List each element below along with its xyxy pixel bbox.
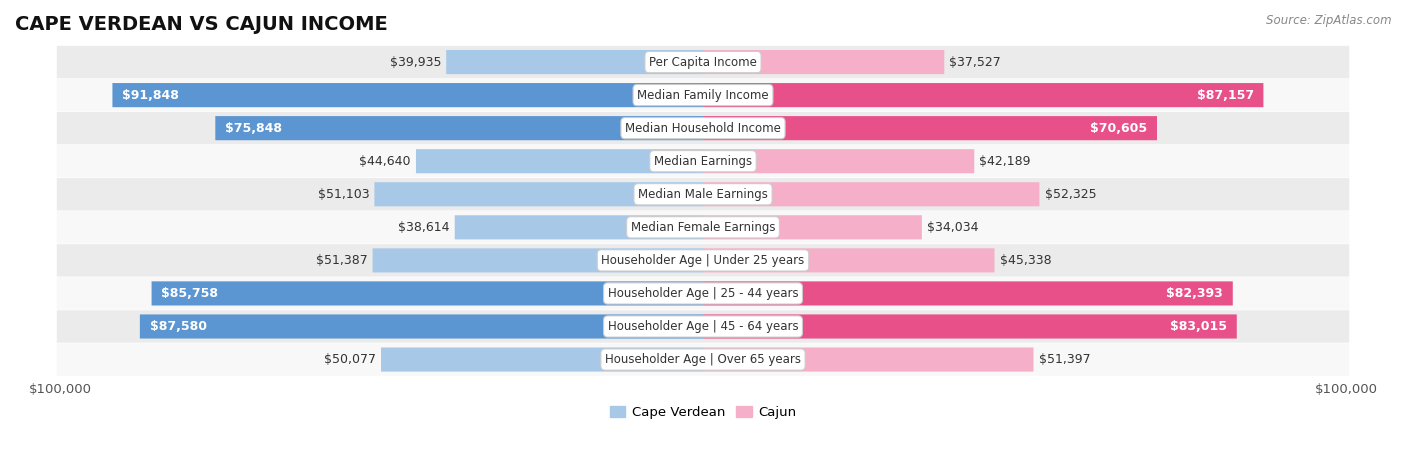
FancyBboxPatch shape bbox=[381, 347, 703, 372]
Text: Householder Age | 45 - 64 years: Householder Age | 45 - 64 years bbox=[607, 320, 799, 333]
Text: $83,015: $83,015 bbox=[1170, 320, 1227, 333]
Text: $87,580: $87,580 bbox=[149, 320, 207, 333]
Text: $87,157: $87,157 bbox=[1197, 89, 1254, 102]
FancyBboxPatch shape bbox=[703, 182, 1039, 206]
Text: Per Capita Income: Per Capita Income bbox=[650, 56, 756, 69]
Text: $82,393: $82,393 bbox=[1167, 287, 1223, 300]
FancyBboxPatch shape bbox=[56, 277, 1350, 310]
FancyBboxPatch shape bbox=[703, 347, 1033, 372]
FancyBboxPatch shape bbox=[446, 50, 703, 74]
FancyBboxPatch shape bbox=[373, 248, 703, 272]
Text: $34,034: $34,034 bbox=[927, 221, 979, 234]
FancyBboxPatch shape bbox=[703, 116, 1157, 140]
FancyBboxPatch shape bbox=[56, 244, 1350, 276]
Text: $45,338: $45,338 bbox=[1000, 254, 1052, 267]
FancyBboxPatch shape bbox=[416, 149, 703, 173]
Text: $85,758: $85,758 bbox=[162, 287, 218, 300]
Text: $50,077: $50,077 bbox=[323, 353, 375, 366]
FancyBboxPatch shape bbox=[56, 46, 1350, 78]
FancyBboxPatch shape bbox=[139, 314, 703, 339]
Text: $70,605: $70,605 bbox=[1090, 122, 1147, 134]
Text: $42,189: $42,189 bbox=[980, 155, 1031, 168]
Text: $39,935: $39,935 bbox=[389, 56, 441, 69]
Text: Median Household Income: Median Household Income bbox=[626, 122, 780, 134]
FancyBboxPatch shape bbox=[56, 178, 1350, 211]
Text: Median Earnings: Median Earnings bbox=[654, 155, 752, 168]
Text: Householder Age | Under 25 years: Householder Age | Under 25 years bbox=[602, 254, 804, 267]
Text: $75,848: $75,848 bbox=[225, 122, 283, 134]
FancyBboxPatch shape bbox=[703, 50, 945, 74]
Text: $38,614: $38,614 bbox=[398, 221, 450, 234]
Text: $51,103: $51,103 bbox=[318, 188, 370, 201]
Text: CAPE VERDEAN VS CAJUN INCOME: CAPE VERDEAN VS CAJUN INCOME bbox=[15, 15, 388, 34]
FancyBboxPatch shape bbox=[454, 215, 703, 240]
Text: $51,387: $51,387 bbox=[316, 254, 367, 267]
FancyBboxPatch shape bbox=[56, 310, 1350, 343]
FancyBboxPatch shape bbox=[703, 215, 922, 240]
Text: Median Male Earnings: Median Male Earnings bbox=[638, 188, 768, 201]
FancyBboxPatch shape bbox=[703, 281, 1233, 305]
Text: $52,325: $52,325 bbox=[1045, 188, 1097, 201]
FancyBboxPatch shape bbox=[215, 116, 703, 140]
FancyBboxPatch shape bbox=[56, 343, 1350, 376]
Legend: Cape Verdean, Cajun: Cape Verdean, Cajun bbox=[605, 401, 801, 425]
FancyBboxPatch shape bbox=[703, 314, 1237, 339]
FancyBboxPatch shape bbox=[56, 145, 1350, 177]
FancyBboxPatch shape bbox=[703, 83, 1264, 107]
Text: Median Female Earnings: Median Female Earnings bbox=[631, 221, 775, 234]
Text: Source: ZipAtlas.com: Source: ZipAtlas.com bbox=[1267, 14, 1392, 27]
FancyBboxPatch shape bbox=[152, 281, 703, 305]
Text: $44,640: $44,640 bbox=[360, 155, 411, 168]
Text: Median Family Income: Median Family Income bbox=[637, 89, 769, 102]
FancyBboxPatch shape bbox=[374, 182, 703, 206]
FancyBboxPatch shape bbox=[56, 211, 1350, 243]
FancyBboxPatch shape bbox=[703, 149, 974, 173]
Text: $37,527: $37,527 bbox=[949, 56, 1001, 69]
Text: Householder Age | 25 - 44 years: Householder Age | 25 - 44 years bbox=[607, 287, 799, 300]
Text: $91,848: $91,848 bbox=[122, 89, 179, 102]
FancyBboxPatch shape bbox=[112, 83, 703, 107]
FancyBboxPatch shape bbox=[56, 79, 1350, 111]
FancyBboxPatch shape bbox=[703, 248, 994, 272]
FancyBboxPatch shape bbox=[56, 112, 1350, 144]
Text: $51,397: $51,397 bbox=[1039, 353, 1090, 366]
Text: Householder Age | Over 65 years: Householder Age | Over 65 years bbox=[605, 353, 801, 366]
